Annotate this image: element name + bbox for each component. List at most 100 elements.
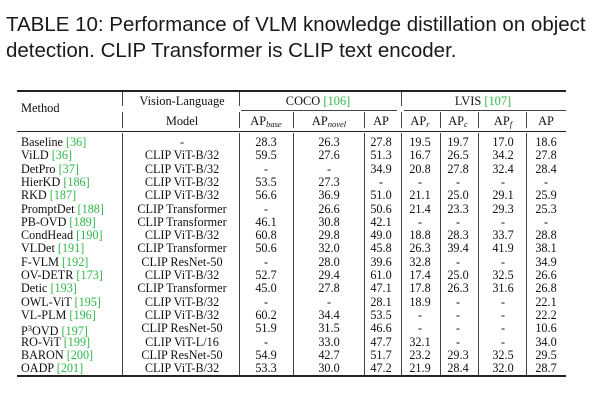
coco-novel-cell: 36.9 [318, 188, 340, 203]
method-cell: P3OVD [197] [21, 322, 88, 338]
lvis-r-cell: 21.9 [409, 361, 431, 376]
coco-base-cell: - [263, 161, 269, 176]
lvis-f-cell: 33.7 [492, 228, 514, 243]
method-citation: [188] [77, 201, 104, 216]
lvis-r-cell: 17.4 [409, 268, 431, 282]
lvis-ap-cell: 38.1 [535, 241, 557, 256]
coco-novel-cell: - [326, 294, 332, 309]
lvis-ap-cell: 25.3 [535, 201, 557, 216]
lvis-ap-cell: 28.8 [535, 228, 557, 243]
header-vl-top: Vision-Language [139, 94, 225, 108]
header-divider-5 [239, 112, 240, 128]
column-divider-2 [239, 133, 240, 377]
lvis-r-cell: - [417, 307, 423, 322]
method-cell: DetPro [37] [21, 161, 79, 176]
lvis-r-cell: 18.8 [409, 228, 431, 243]
header-ap-f: APf [494, 114, 512, 131]
header-rule [17, 131, 566, 132]
header-coco: COCO [106] [286, 94, 350, 108]
coco-ap-cell: 39.6 [370, 254, 392, 269]
coco-ap-cell: 42.1 [370, 214, 392, 229]
lvis-f-cell: - [500, 174, 506, 189]
lvis-c-cell: 28.3 [447, 228, 469, 243]
method-citation: [196] [69, 307, 96, 322]
ap-sub-c: c [464, 119, 468, 129]
lvis-c-cell: 25.0 [447, 188, 469, 203]
lvis-ap-cell: 28.7 [535, 361, 557, 376]
model-cell: CLIP ResNet-50 [141, 321, 223, 336]
coco-ap-cell: 47.7 [370, 334, 392, 349]
coco-base-cell: 28.3 [255, 135, 277, 149]
lvis-f-cell: 32.5 [492, 268, 514, 282]
method-citation: [189] [69, 214, 96, 229]
table-caption: TABLE 10: Performance of VLM knowledge d… [6, 13, 586, 62]
coco-novel-cell: 29.4 [318, 268, 340, 282]
column-divider-5 [401, 133, 402, 377]
coco-novel-cell: 31.5 [318, 321, 340, 336]
method-cell: CondHead [190] [21, 229, 103, 242]
lvis-ap-cell: 26.6 [535, 268, 557, 282]
coco-base-cell: 46.1 [255, 214, 277, 229]
method-cell: RKD [187] [21, 189, 76, 202]
header-divider-1 [122, 92, 123, 106]
coco-ap-cell: 27.8 [370, 135, 392, 149]
method-citation: [197] [61, 324, 88, 339]
lvis-group-rule [404, 110, 566, 111]
header-divider-4 [122, 112, 123, 128]
header-ap-c: APc [448, 114, 468, 131]
method-cell: VLDet [191] [21, 242, 84, 255]
lvis-c-cell: 27.8 [447, 161, 469, 176]
method-cell: OV-DETR [173] [21, 269, 103, 282]
coco-base-cell: 52.7 [255, 268, 277, 282]
method-citation: [195] [74, 294, 101, 309]
method-citation: [187] [49, 188, 77, 203]
model-cell: CLIP ViT-B/32 [144, 361, 220, 376]
method-cell: Baseline [36] [21, 136, 86, 149]
method-name: DetPro [21, 161, 56, 176]
method-name: OV-DETR [21, 268, 74, 282]
ap-sub-f: f [509, 119, 513, 129]
column-divider-6 [440, 133, 441, 377]
header-divider-2 [239, 92, 240, 106]
coco-novel-cell: 27.8 [318, 281, 340, 296]
method-name: CondHead [21, 228, 74, 243]
lvis-f-cell: - [500, 307, 506, 322]
method-citation: [36] [51, 148, 73, 163]
lvis-ap-cell: 25.9 [535, 188, 557, 203]
model-cell: CLIP ResNet-50 [141, 347, 223, 362]
method-cell: BARON [200] [21, 348, 93, 362]
column-divider-3 [293, 133, 294, 377]
coco-ap-cell: 49.0 [370, 228, 392, 243]
lvis-c-cell: - [455, 294, 461, 309]
method-cell: OADP [201] [21, 362, 83, 375]
method-name: RO-ViT [21, 334, 61, 349]
column-divider-4 [364, 133, 365, 377]
model-cell: CLIP Transformer [137, 201, 227, 216]
method-name: PB-OVD [21, 214, 67, 229]
lvis-c-cell: 26.5 [447, 148, 469, 163]
lvis-ap-cell: - [543, 214, 549, 229]
ap-label: AP [410, 114, 427, 128]
coco-base-cell: 53.5 [255, 174, 277, 189]
coco-novel-cell: 29.8 [318, 228, 340, 243]
header-coco-cite: [106] [323, 94, 351, 108]
lvis-c-cell: 19.7 [447, 135, 469, 149]
bottom-rule [17, 375, 566, 377]
header-vl-bottom: Model [165, 114, 199, 128]
coco-ap-cell: 50.6 [370, 201, 392, 216]
coco-novel-cell: - [326, 161, 332, 176]
coco-base-cell: 59.5 [255, 148, 277, 163]
lvis-f-cell: 29.3 [492, 201, 514, 216]
column-divider-7 [478, 133, 479, 377]
lvis-c-cell: - [455, 174, 461, 189]
method-cell: OWL-ViT [195] [21, 294, 101, 309]
lvis-r-cell: 21.1 [409, 188, 431, 203]
lvis-f-cell: 41.9 [492, 241, 514, 256]
lvis-f-cell: - [500, 254, 506, 269]
lvis-c-cell: 25.0 [447, 268, 469, 282]
model-cell: CLIP ViT-B/32 [144, 188, 220, 203]
lvis-r-cell: 19.5 [409, 135, 431, 149]
method-name: HierKD [21, 174, 61, 189]
coco-novel-cell: 26.6 [318, 201, 340, 216]
lvis-ap-cell: 22.2 [535, 307, 557, 322]
